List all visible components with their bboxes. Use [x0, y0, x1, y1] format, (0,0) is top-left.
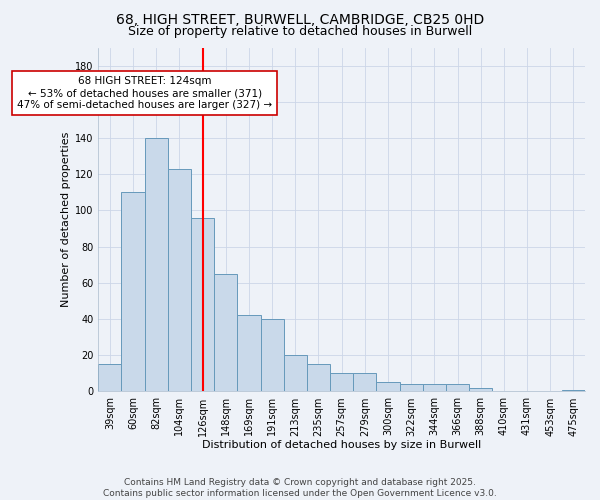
Bar	[400, 384, 423, 392]
Bar	[121, 192, 145, 392]
Text: 68 HIGH STREET: 124sqm
← 53% of detached houses are smaller (371)
47% of semi-de: 68 HIGH STREET: 124sqm ← 53% of detached…	[17, 76, 272, 110]
Y-axis label: Number of detached properties: Number of detached properties	[61, 132, 71, 307]
Bar	[214, 274, 238, 392]
Bar	[145, 138, 168, 392]
Bar	[423, 384, 446, 392]
Bar	[562, 390, 585, 392]
Bar	[98, 364, 121, 392]
Bar	[330, 374, 353, 392]
Bar	[168, 169, 191, 392]
Text: 68, HIGH STREET, BURWELL, CAMBRIDGE, CB25 0HD: 68, HIGH STREET, BURWELL, CAMBRIDGE, CB2…	[116, 12, 484, 26]
Bar	[353, 374, 376, 392]
Bar	[260, 319, 284, 392]
Bar	[284, 356, 307, 392]
Text: Contains HM Land Registry data © Crown copyright and database right 2025.
Contai: Contains HM Land Registry data © Crown c…	[103, 478, 497, 498]
Bar	[376, 382, 400, 392]
Bar	[307, 364, 330, 392]
Text: Size of property relative to detached houses in Burwell: Size of property relative to detached ho…	[128, 25, 472, 38]
Bar	[469, 388, 492, 392]
Bar	[446, 384, 469, 392]
X-axis label: Distribution of detached houses by size in Burwell: Distribution of detached houses by size …	[202, 440, 481, 450]
Bar	[238, 316, 260, 392]
Bar	[191, 218, 214, 392]
